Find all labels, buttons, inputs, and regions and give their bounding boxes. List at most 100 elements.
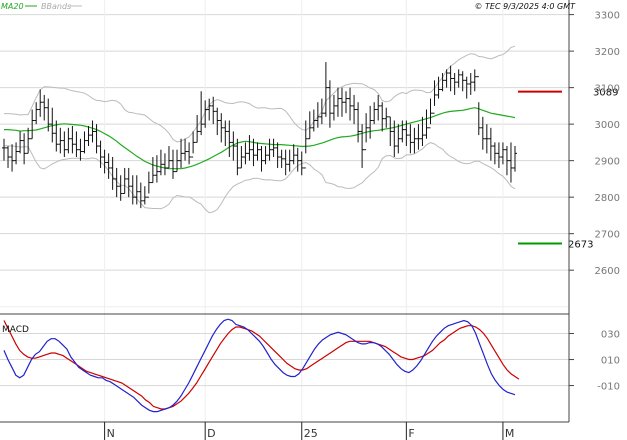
price-bar xyxy=(162,153,167,176)
price-bar xyxy=(484,124,489,154)
price-bar xyxy=(26,127,31,154)
price-bar xyxy=(78,138,83,161)
price-bar xyxy=(199,91,204,136)
price-bar xyxy=(106,153,111,179)
price-bar xyxy=(444,69,449,88)
price-bar xyxy=(219,113,224,143)
price-bar xyxy=(158,149,163,176)
price-bar xyxy=(46,98,51,132)
macd-grid xyxy=(0,333,569,387)
price-grid xyxy=(0,0,569,422)
price-bar xyxy=(303,120,308,169)
price-bar xyxy=(187,142,192,165)
price-bar xyxy=(476,76,481,136)
ma20-path xyxy=(4,107,516,170)
price-bar xyxy=(408,124,413,154)
price-bar xyxy=(42,94,47,121)
price-bar xyxy=(195,115,200,143)
price-bar xyxy=(331,94,336,121)
price-bar xyxy=(134,175,139,205)
price-bar xyxy=(243,142,248,165)
price-bar xyxy=(142,186,147,205)
price-bar xyxy=(215,107,220,136)
price-bar xyxy=(432,80,437,114)
price-bar xyxy=(275,142,280,168)
price-bar xyxy=(335,87,340,117)
price-bar xyxy=(138,182,143,209)
price-bar xyxy=(480,116,485,150)
price-bar xyxy=(488,127,493,161)
price-bar xyxy=(122,167,127,195)
price-bar xyxy=(102,149,107,174)
macd-panel-label: MACD xyxy=(2,325,29,335)
x-tick-label: D xyxy=(207,427,215,440)
macd-tick-label: 010 xyxy=(601,356,620,367)
price-bar xyxy=(170,149,175,179)
chart-timestamp: © TEC 9/3/2025 4:0 GMT xyxy=(475,2,577,11)
price-bar xyxy=(384,107,389,128)
price-bar xyxy=(86,125,91,147)
price-bar xyxy=(154,155,159,183)
price-bar xyxy=(307,111,312,140)
price-bar xyxy=(388,116,393,147)
price-bar xyxy=(380,102,385,132)
y-axis-ticks: 3300 3200 3100 3000 2900 2800 2700 2600 030 010 -0… xyxy=(569,11,620,393)
price-bar xyxy=(150,157,155,184)
price-bar xyxy=(70,125,75,154)
price-bar xyxy=(392,120,397,157)
price-bar xyxy=(146,171,151,198)
price-bar xyxy=(58,127,63,154)
ma20-legend-label: MA20 xyxy=(1,2,24,11)
price-bar xyxy=(400,120,405,143)
price-bar xyxy=(412,127,417,154)
price-bar xyxy=(291,144,296,165)
price-bar xyxy=(94,124,99,154)
price-bar xyxy=(207,98,212,121)
price-bar xyxy=(239,146,244,169)
price-bar xyxy=(464,76,469,99)
price-tick-label: 3100 xyxy=(595,84,620,95)
price-bar xyxy=(319,98,324,125)
price-bar xyxy=(348,87,353,121)
price-bar xyxy=(263,146,268,165)
price-bar xyxy=(428,98,433,129)
price-bar xyxy=(211,96,216,125)
price-bar xyxy=(436,76,441,99)
chart-background xyxy=(0,0,569,422)
price-bar xyxy=(74,131,79,157)
price-bar xyxy=(183,138,188,161)
price-bar xyxy=(416,124,421,150)
price-bar xyxy=(356,102,361,143)
price-bar xyxy=(130,175,135,205)
price-bar xyxy=(10,144,15,172)
price-bar xyxy=(492,142,497,165)
price-bar xyxy=(255,142,260,161)
price-bar xyxy=(299,151,304,176)
price-bar xyxy=(267,138,272,161)
macd-signal-line xyxy=(3,320,520,410)
price-bar xyxy=(38,89,43,117)
price-bar xyxy=(327,80,332,128)
price-bar xyxy=(311,109,316,132)
price-bar xyxy=(396,124,401,154)
ma20-line xyxy=(4,107,516,170)
price-bar xyxy=(179,138,184,168)
price-bar xyxy=(456,69,461,88)
bbands-legend-label: BBands xyxy=(41,2,71,11)
price-bars xyxy=(2,62,517,209)
price-bar xyxy=(50,107,55,143)
x-axis-ticks: N D 25 F M xyxy=(104,422,514,440)
price-bar xyxy=(315,102,320,128)
price-bar xyxy=(191,131,196,158)
price-bar xyxy=(279,149,284,168)
price-tick-label: 2600 xyxy=(595,266,620,277)
price-bar xyxy=(203,100,208,128)
price-bar xyxy=(54,120,59,152)
price-bar xyxy=(508,142,513,183)
price-bar xyxy=(18,131,23,154)
price-bar xyxy=(468,73,473,95)
price-bar xyxy=(323,62,328,117)
price-tick-label: 2700 xyxy=(595,230,620,241)
price-bar xyxy=(2,138,6,161)
price-bar xyxy=(6,146,11,168)
